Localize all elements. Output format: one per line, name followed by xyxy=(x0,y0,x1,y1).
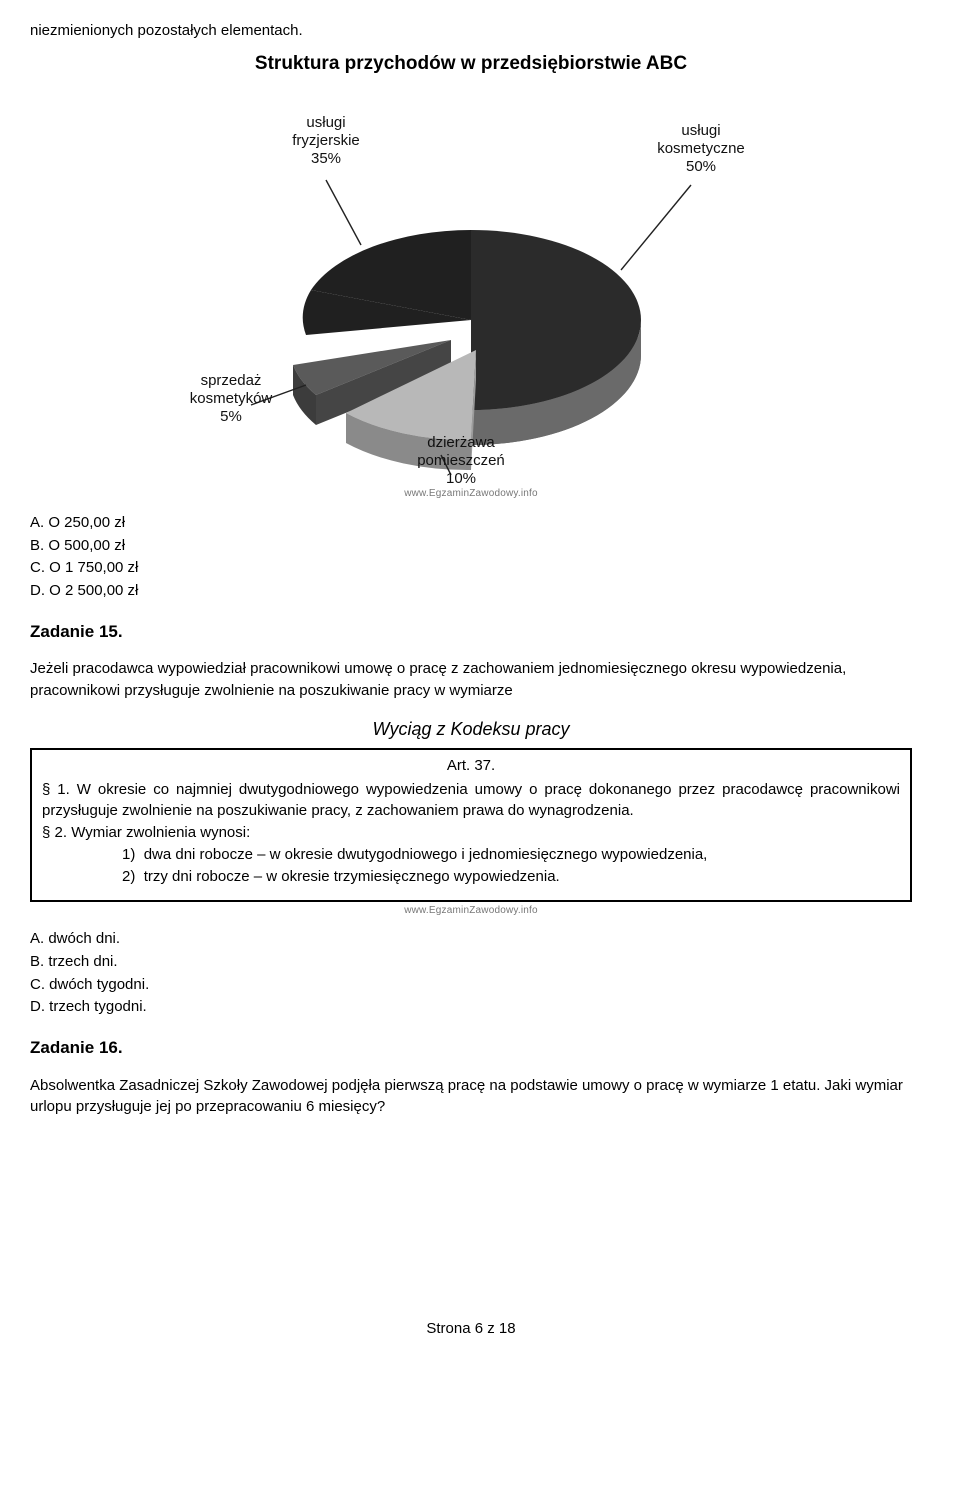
p1-text: W okresie co najmniej dwutygodniowego wy… xyxy=(42,781,900,818)
lbl-dz-1: dzierżawa xyxy=(427,434,495,451)
page-footer: Strona 6 z 18 xyxy=(30,1318,912,1340)
excerpt-li1: 1) dwa dni robocze – w okresie dwutygodn… xyxy=(122,845,900,865)
task15-heading: Zadanie 15. xyxy=(30,620,912,645)
leader-kosmetyczne xyxy=(621,185,691,270)
pie-chart: Struktura przychodów w przedsiębiorstwie… xyxy=(30,50,912,502)
ans14-a: A. O 250,00 zł xyxy=(30,512,912,534)
lbl-kosm-2: kosmetyczne xyxy=(657,140,745,157)
ans14-c: C. O 1 750,00 zł xyxy=(30,557,912,579)
lbl-fryz-1: usługi xyxy=(306,114,345,131)
intro-text: niezmienionych pozostałych elementach. xyxy=(30,20,912,42)
excerpt-watermark: www.EgzaminZawodowy.info xyxy=(30,904,912,919)
li2-num: 2) xyxy=(122,868,135,885)
lbl-dz-3: 10% xyxy=(446,470,476,485)
lbl-kosm-3: 50% xyxy=(686,158,716,175)
lbl-sprz-1: sprzedaż xyxy=(201,372,262,389)
lbl-sprz-2: kosmetyków xyxy=(190,390,273,407)
p1-prefix: § 1. xyxy=(42,781,77,798)
lbl-sprz-3: 5% xyxy=(220,408,242,425)
task16-heading: Zadanie 16. xyxy=(30,1036,912,1061)
excerpt-p1: § 1. W okresie co najmniej dwutygodniowe… xyxy=(42,780,900,821)
excerpt-box: Art. 37. § 1. W okresie co najmniej dwut… xyxy=(30,748,912,902)
excerpt-art: Art. 37. xyxy=(42,756,900,776)
li2-text: trzy dni robocze – w okresie trzymiesięc… xyxy=(144,868,560,885)
p2-prefix: § 2. xyxy=(42,824,71,841)
lbl-dz-2: pomieszczeń xyxy=(417,452,505,469)
li1-text: dwa dni robocze – w okresie dwutygodniow… xyxy=(144,846,708,863)
task15-question: Jeżeli pracodawca wypowiedział pracownik… xyxy=(30,658,912,702)
p2-text: Wymiar zwolnienia wynosi: xyxy=(71,824,250,841)
ans15-a: A. dwóch dni. xyxy=(30,928,912,950)
answers-15: A. dwóch dni. B. trzech dni. C. dwóch ty… xyxy=(30,928,912,1018)
ans15-b: B. trzech dni. xyxy=(30,951,912,973)
ans14-d: D. O 2 500,00 zł xyxy=(30,580,912,602)
answers-14: A. O 250,00 zł B. O 500,00 zł C. O 1 750… xyxy=(30,512,912,602)
chart-title: Struktura przychodów w przedsiębiorstwie… xyxy=(30,50,912,78)
lbl-fryz-2: fryzjerskie xyxy=(292,132,360,149)
task16-question: Absolwentka Zasadniczej Szkoły Zawodowej… xyxy=(30,1075,912,1119)
ans14-b: B. O 500,00 zł xyxy=(30,535,912,557)
lbl-kosm-1: usługi xyxy=(681,122,720,139)
excerpt-li2: 2) trzy dni robocze – w okresie trzymies… xyxy=(122,867,900,887)
slice-fryzjerskie xyxy=(303,230,471,335)
chart-watermark: www.EgzaminZawodowy.info xyxy=(30,487,912,502)
slice-kosmetyczne xyxy=(471,230,641,445)
lbl-fryz-3: 35% xyxy=(311,150,341,167)
ans15-d: D. trzech tygodni. xyxy=(30,996,912,1018)
li1-num: 1) xyxy=(122,846,135,863)
ans15-c: C. dwóch tygodni. xyxy=(30,974,912,996)
excerpt-p2: § 2. Wymiar zwolnienia wynosi: xyxy=(42,823,900,843)
excerpt-title: Wyciąg z Kodeksu pracy xyxy=(30,716,912,742)
pie-svg: usługi fryzjerskie 35% usługi kosmetyczn… xyxy=(161,85,781,485)
leader-fryzjerskie xyxy=(326,180,361,245)
